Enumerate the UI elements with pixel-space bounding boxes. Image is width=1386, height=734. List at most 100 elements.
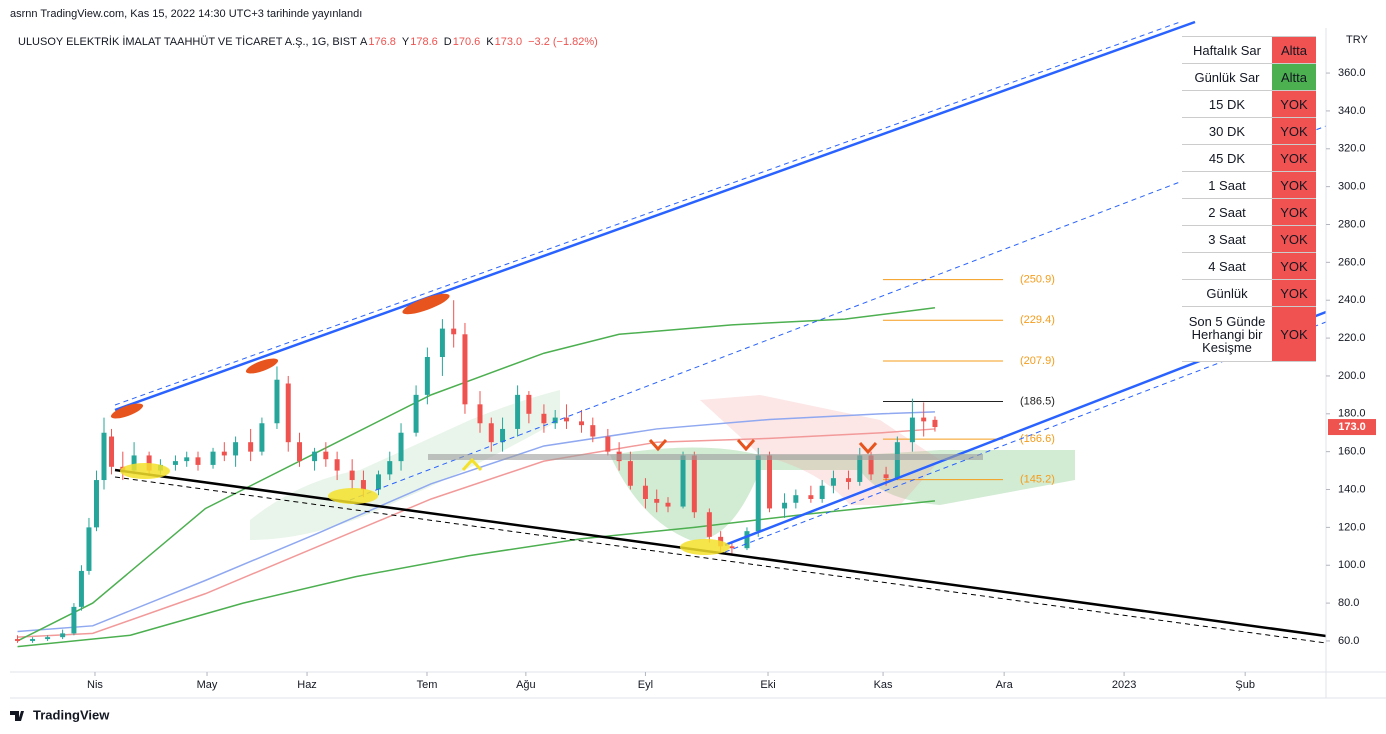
candle-body (233, 442, 239, 456)
candle-body (451, 328, 457, 335)
candle-body (845, 478, 851, 482)
legend-key: A (360, 36, 368, 48)
candle-body (146, 455, 152, 471)
x-tick-label: Eyl (638, 679, 653, 691)
candle-body (793, 495, 799, 503)
marker (680, 539, 730, 555)
candle-body (297, 442, 303, 462)
candle-body (439, 328, 445, 358)
candle-body (883, 474, 889, 479)
status-cell: YOK (1272, 199, 1316, 225)
markers (110, 293, 450, 419)
y-tick-label: 360.0 (1338, 67, 1366, 79)
status-cell: Altta (1272, 64, 1316, 90)
x-tick-label: Ara (996, 679, 1014, 691)
candle-body (60, 633, 66, 638)
x-tick-label: Ağu (516, 679, 536, 691)
legend-value: 176.8 (368, 36, 396, 48)
label-cell: Son 5 Günde Herhangi bir Kesişme (1188, 313, 1266, 355)
candle-body (71, 606, 77, 634)
label-cell: 1 Saat (1208, 177, 1246, 193)
candle-body (691, 455, 697, 513)
candle-body (30, 639, 36, 641)
candle-body (488, 423, 494, 443)
chevron (858, 442, 878, 455)
table-row: 30 DK YOK (1182, 118, 1316, 145)
candle-body (349, 470, 355, 481)
candle-body (642, 485, 648, 499)
candle-body (894, 442, 900, 479)
candle-body (387, 461, 393, 475)
marker (245, 358, 279, 374)
status-cell: YOK (1272, 118, 1316, 144)
chevron (461, 457, 483, 472)
x-tick-label: Şub (1235, 679, 1255, 691)
plot: (250.9) (229.4) (207.9) (186.5) (166.6) (145.… (15, 273, 1055, 648)
legend-value: 178.6 (410, 36, 438, 48)
chevron (736, 439, 756, 452)
legend-key: K (486, 36, 494, 48)
candle-body (184, 457, 190, 462)
candle-body (259, 423, 265, 452)
label-cell: Haftalık Sar (1193, 42, 1261, 58)
legend-value: 173.0 (495, 36, 523, 48)
status-cell: YOK (1272, 280, 1316, 306)
last-price-label: 173.0 (1338, 421, 1366, 433)
candle-body (590, 425, 596, 437)
brand: TradingView (33, 707, 110, 722)
candle-body (274, 379, 280, 424)
x-tick-label: Tem (417, 679, 438, 691)
chart-title: ULUSOY ELEKTRİK İMALAT TAAHHÜT VE TİCARE… (18, 35, 357, 48)
table-row: 4 Saat YOK (1182, 253, 1316, 280)
candle-body (375, 474, 381, 490)
candle-body (86, 527, 92, 571)
chevron (648, 439, 668, 452)
candle-body (819, 485, 825, 499)
candle-body (45, 637, 51, 640)
candle-body (15, 639, 21, 641)
candle-body (755, 455, 761, 532)
candle-body (729, 546, 735, 549)
currency: TRY (1346, 34, 1368, 46)
trend-line (349, 125, 1327, 501)
candle-body (782, 502, 788, 509)
legend-key: Y (402, 36, 410, 48)
y-tick-label: 340.0 (1338, 105, 1366, 117)
candle-body (515, 394, 521, 429)
table-row: Günlük Sar Altta (1182, 64, 1316, 91)
label-cell: 3 Saat (1208, 231, 1246, 247)
label-cell: 30 DK (1208, 123, 1246, 139)
x-tick-label: May (197, 679, 218, 691)
table-row: 1 Saat YOK (1182, 172, 1316, 199)
fib-label: (229.4) (1020, 314, 1055, 326)
legend-key: D (444, 36, 452, 48)
trend-line (114, 20, 1196, 412)
x-tick-label: Nis (87, 679, 103, 691)
y-tick-label: 180.0 (1338, 408, 1366, 420)
candle-body (323, 451, 329, 460)
x-tick-label: 2023 (1112, 679, 1136, 691)
ohlc-legend: A 176.8 Y 178.6 D 170.6 K 173.0 −3.2 (−1.82%) (360, 36, 598, 48)
status-cell: YOK (1272, 91, 1316, 117)
candle-body (654, 498, 660, 503)
candle-body (93, 480, 99, 528)
candle-body (248, 442, 254, 452)
candle-body (312, 451, 318, 462)
y-tick-label: 200.0 (1338, 370, 1366, 382)
status-cell: YOK (1272, 253, 1316, 279)
status-cell: YOK (1272, 226, 1316, 252)
trend-line (114, 476, 1327, 644)
candle-body (563, 417, 569, 422)
y-tick-label: 300.0 (1338, 181, 1366, 193)
x-tick-label: Eki (760, 679, 775, 691)
candle-body (131, 455, 137, 471)
table-row: Son 5 Günde Herhangi bir Kesişme YOK (1182, 307, 1316, 362)
moving-average (17, 428, 936, 638)
y-tick-label: 240.0 (1338, 294, 1366, 306)
y-tick-label: 120.0 (1338, 521, 1366, 533)
label-cell: Günlük Sar (1194, 69, 1260, 85)
marker (328, 488, 378, 504)
table-row: 15 DK YOK (1182, 91, 1316, 118)
